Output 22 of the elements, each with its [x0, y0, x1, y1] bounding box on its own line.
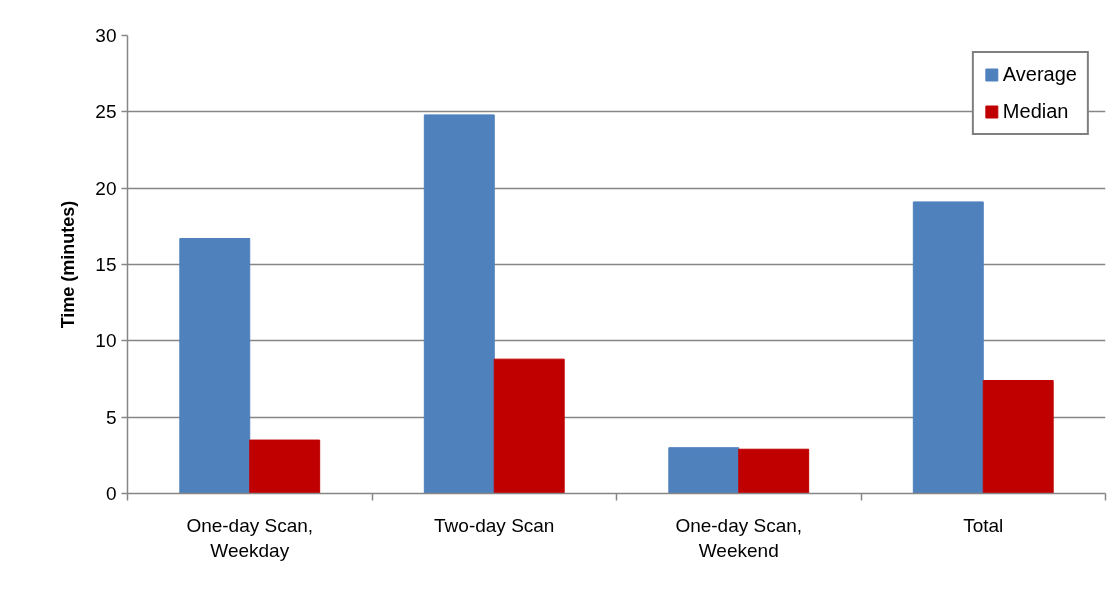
bar [912, 201, 984, 494]
bar [738, 448, 810, 494]
y-axis-title: Time (minutes) [58, 200, 79, 329]
y-tick-label: 30 [95, 25, 117, 46]
bar [493, 358, 565, 494]
x-tick-label: Two-day Scan [434, 514, 555, 536]
bar [982, 380, 1054, 494]
x-tick-label: One-day Scan, Weekend [675, 514, 803, 561]
bar [249, 439, 321, 494]
y-tick-label: 0 [105, 483, 117, 504]
y-tick-label: 20 [95, 177, 117, 199]
y-tick-label: 10 [95, 330, 117, 352]
x-tick-label: One-day Scan, Weekday [186, 514, 314, 561]
y-tick-label: 25 [95, 101, 117, 123]
bar [179, 238, 251, 494]
bar [668, 447, 740, 494]
x-tick-label: Total [963, 514, 1004, 536]
y-tick-label: 15 [95, 254, 117, 275]
legend-label: Average [1002, 63, 1077, 86]
legend-label: Median [1002, 100, 1069, 123]
y-tick-label: 5 [105, 406, 117, 428]
bar [423, 114, 495, 494]
